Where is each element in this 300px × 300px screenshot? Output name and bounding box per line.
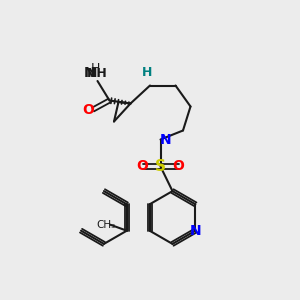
Text: S: S	[155, 159, 166, 174]
Text: CH₃: CH₃	[96, 220, 116, 230]
Text: N: N	[160, 133, 172, 146]
Text: H: H	[142, 65, 152, 79]
Text: N: N	[190, 224, 201, 238]
Text: O: O	[136, 160, 148, 173]
Text: N: N	[84, 66, 96, 80]
Text: O: O	[172, 160, 184, 173]
Text: O: O	[82, 103, 94, 116]
Text: NH: NH	[87, 67, 108, 80]
Text: H: H	[90, 62, 100, 76]
